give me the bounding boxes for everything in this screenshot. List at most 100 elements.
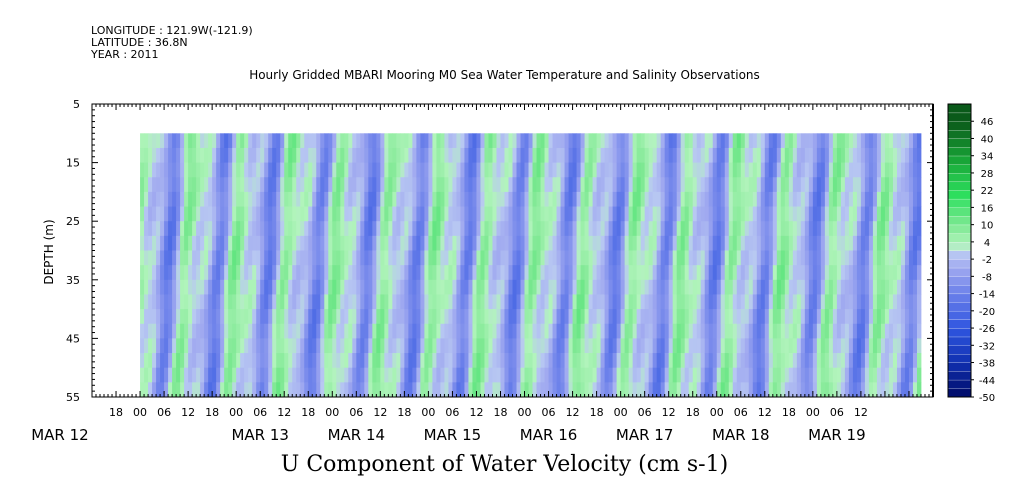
heat-cell bbox=[404, 162, 409, 178]
heat-cell bbox=[916, 338, 922, 354]
heat-cell bbox=[208, 323, 213, 339]
heat-cell bbox=[356, 367, 361, 383]
heat-cell bbox=[208, 309, 213, 325]
heat-cell bbox=[796, 147, 802, 163]
heat-cell bbox=[444, 323, 449, 339]
heat-cell bbox=[216, 221, 221, 237]
heat-cell bbox=[408, 147, 413, 163]
heat-cell bbox=[180, 235, 185, 251]
heat-cell bbox=[824, 353, 830, 369]
heat-cell bbox=[720, 221, 726, 237]
heat-cell bbox=[440, 265, 445, 281]
heat-cell bbox=[196, 235, 201, 251]
heat-cell bbox=[836, 338, 842, 354]
heat-cell bbox=[860, 250, 866, 266]
heat-cell bbox=[156, 133, 161, 149]
heat-cell bbox=[256, 309, 261, 325]
heat-cell bbox=[584, 265, 589, 281]
heat-cell bbox=[444, 338, 449, 354]
heat-cell bbox=[420, 338, 425, 354]
heat-cell bbox=[684, 323, 690, 339]
heat-cell bbox=[820, 177, 826, 193]
heat-cell bbox=[660, 177, 666, 193]
heat-cell bbox=[892, 147, 898, 163]
heat-cell bbox=[556, 147, 561, 163]
heat-cell bbox=[428, 235, 433, 251]
heat-cell bbox=[584, 294, 589, 310]
colorbar-label: 40 bbox=[981, 134, 994, 145]
heat-cell bbox=[392, 162, 397, 178]
heat-cell bbox=[728, 235, 734, 251]
heat-cell bbox=[640, 279, 646, 295]
heat-cell bbox=[692, 133, 698, 149]
heat-cell bbox=[836, 235, 842, 251]
heat-cell bbox=[552, 294, 557, 310]
heat-cell bbox=[648, 191, 654, 207]
heat-cell bbox=[564, 323, 569, 339]
colorbar-label: 22 bbox=[981, 186, 994, 197]
heat-cell bbox=[856, 191, 862, 207]
heat-cell bbox=[636, 294, 642, 310]
heat-cell bbox=[508, 309, 513, 325]
heat-cell bbox=[548, 279, 553, 295]
heat-cell bbox=[324, 382, 329, 398]
heat-cell bbox=[560, 147, 565, 163]
heat-cell bbox=[796, 294, 802, 310]
heat-cell bbox=[684, 309, 690, 325]
heat-cell bbox=[200, 323, 205, 339]
x-hour-label: 00 bbox=[806, 406, 820, 419]
heat-cell bbox=[420, 147, 425, 163]
heat-cell bbox=[564, 133, 569, 149]
heat-cell bbox=[488, 367, 493, 383]
heat-cell bbox=[760, 338, 766, 354]
heat-cell bbox=[900, 191, 906, 207]
heat-cell bbox=[364, 133, 369, 149]
heat-cell bbox=[584, 221, 589, 237]
heat-cell bbox=[860, 162, 866, 178]
heat-cell bbox=[444, 162, 449, 178]
heat-cell bbox=[640, 177, 646, 193]
heat-cell bbox=[548, 162, 553, 178]
heat-cell bbox=[472, 250, 477, 266]
heat-cell bbox=[820, 265, 826, 281]
heat-cell bbox=[520, 265, 525, 281]
heat-cell bbox=[724, 309, 730, 325]
heat-cell bbox=[220, 162, 225, 178]
heat-cell bbox=[472, 147, 477, 163]
heat-cell bbox=[796, 133, 802, 149]
heat-cell bbox=[700, 191, 706, 207]
heat-cell bbox=[520, 162, 525, 178]
heat-cell bbox=[180, 338, 185, 354]
heat-cell bbox=[544, 206, 549, 222]
heat-cell bbox=[376, 309, 381, 325]
heat-cell bbox=[776, 235, 782, 251]
heat-cell bbox=[404, 382, 409, 398]
heat-cell bbox=[240, 133, 245, 149]
heat-cell bbox=[824, 294, 830, 310]
heat-cell bbox=[396, 235, 401, 251]
x-hour-label: 00 bbox=[133, 406, 147, 419]
heat-cell bbox=[916, 294, 922, 310]
heat-cell bbox=[304, 265, 309, 281]
heat-cell bbox=[376, 206, 381, 222]
y-tick-label: 15 bbox=[66, 157, 80, 170]
heat-cell bbox=[764, 279, 770, 295]
colorbar-swatch bbox=[947, 164, 972, 174]
heat-cell bbox=[848, 206, 854, 222]
heat-cell bbox=[700, 382, 706, 398]
heat-cell bbox=[412, 191, 417, 207]
heat-cell bbox=[280, 382, 285, 398]
heat-cell bbox=[848, 235, 854, 251]
heat-cell bbox=[316, 323, 321, 339]
heat-cell bbox=[876, 294, 882, 310]
heat-cell bbox=[384, 147, 389, 163]
heat-cell bbox=[332, 265, 337, 281]
heat-cell bbox=[172, 323, 177, 339]
heat-cell bbox=[508, 294, 513, 310]
heat-cell bbox=[672, 353, 678, 369]
heat-cell bbox=[792, 133, 798, 149]
heat-cell bbox=[164, 221, 169, 237]
heat-cell bbox=[608, 367, 614, 383]
heat-cell bbox=[464, 206, 469, 222]
heat-cell bbox=[204, 133, 209, 149]
